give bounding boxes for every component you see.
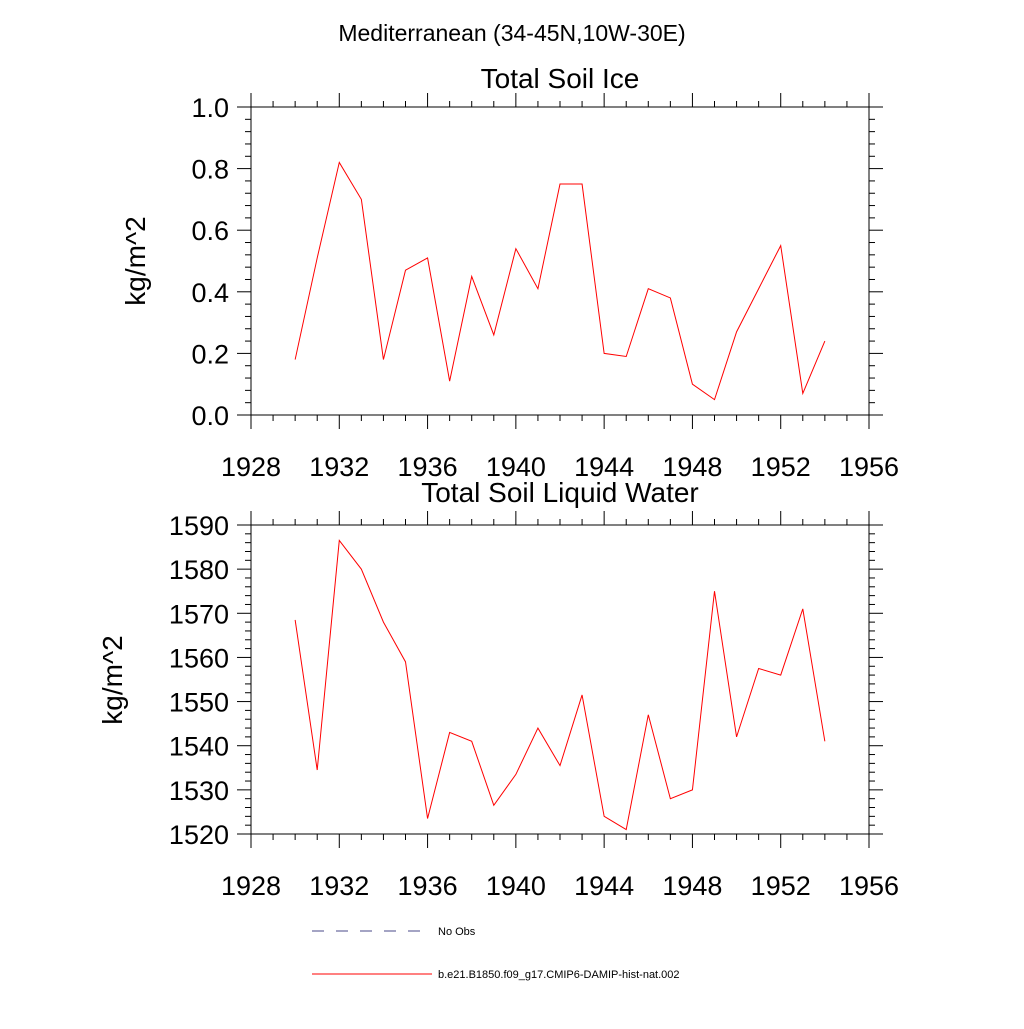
- data-point-1946: [647, 714, 649, 716]
- data-point-1945: [625, 828, 627, 830]
- y-tick-label-1570: 1570: [169, 599, 229, 629]
- data-point-1953: [802, 392, 804, 394]
- x-tick-label-1940: 1940: [486, 871, 546, 901]
- data-point-1930: [294, 619, 296, 621]
- data-point-1944: [603, 815, 605, 817]
- x-tick-label-1932: 1932: [309, 871, 369, 901]
- data-point-1933: [360, 568, 362, 570]
- data-point-1944: [603, 352, 605, 354]
- data-point-1941: [537, 727, 539, 729]
- data-point-1938: [471, 275, 473, 277]
- series-line-0: [294, 539, 826, 831]
- data-point-1937: [448, 380, 450, 382]
- data-point-1941: [537, 288, 539, 290]
- data-point-1935: [404, 661, 406, 663]
- y-tick-label-1540: 1540: [169, 732, 229, 762]
- x-tick-label-1944: 1944: [574, 871, 634, 901]
- data-point-1953: [802, 608, 804, 610]
- data-point-1954: [824, 740, 826, 742]
- data-point-1942: [559, 764, 561, 766]
- data-point-1938: [471, 740, 473, 742]
- x-tick-label-1956: 1956: [839, 871, 899, 901]
- data-point-1940: [515, 773, 517, 775]
- y-tick-label-0-0: 0.0: [191, 401, 229, 431]
- data-point-1935: [404, 269, 406, 271]
- y-tick-label-0-2: 0.2: [191, 339, 229, 369]
- y-tick-label-1530: 1530: [169, 776, 229, 806]
- data-point-1949: [713, 590, 715, 592]
- legend: No Obs b.e21.B1850.f09_g17.CMIP6-DAMIP-h…: [312, 926, 680, 981]
- y-tick-label-1580: 1580: [169, 555, 229, 585]
- y-tick-label-1590: 1590: [169, 511, 229, 541]
- y-tick-label-0-4: 0.4: [191, 278, 229, 308]
- data-point-1950: [735, 736, 737, 738]
- data-point-1947: [669, 797, 671, 799]
- data-point-1937: [448, 731, 450, 733]
- data-point-1939: [493, 334, 495, 336]
- x-tick-label-1948: 1948: [662, 452, 722, 482]
- x-tick-label-1928: 1928: [221, 452, 281, 482]
- data-point-1951: [757, 667, 759, 669]
- legend-label-no-obs: No Obs: [438, 926, 476, 938]
- x-tick-label-1928: 1928: [221, 871, 281, 901]
- data-point-1946: [647, 288, 649, 290]
- data-point-1945: [625, 355, 627, 357]
- data-point-1948: [691, 789, 693, 791]
- panel-title: Total Soil Ice: [481, 63, 640, 94]
- x-tick-label-1936: 1936: [398, 871, 458, 901]
- x-tick-label-1948: 1948: [662, 871, 722, 901]
- data-point-1952: [780, 244, 782, 246]
- data-point-1934: [382, 358, 384, 360]
- data-point-1932: [338, 539, 340, 541]
- panel-total-soil-ice: Total Soil Ice kg/m^2 1928 1932 1936 1940 1944…: [120, 63, 899, 482]
- data-point-1947: [669, 297, 671, 299]
- y-axis-label: kg/m^2: [120, 216, 151, 305]
- series-line-0: [294, 161, 826, 401]
- data-point-1951: [757, 288, 759, 290]
- data-point-1932: [338, 161, 340, 163]
- data-point-1949: [713, 398, 715, 400]
- data-point-1942: [559, 183, 561, 185]
- panel-title: Total Soil Liquid Water: [421, 477, 699, 508]
- x-tick-label-1956: 1956: [839, 452, 899, 482]
- data-point-1931: [316, 257, 318, 259]
- data-point-1950: [735, 331, 737, 333]
- y-axis-label: kg/m^2: [97, 635, 128, 724]
- data-point-1943: [581, 183, 583, 185]
- y-tick-label-1550: 1550: [169, 688, 229, 718]
- data-point-1936: [426, 817, 428, 819]
- data-point-1948: [691, 383, 693, 385]
- data-point-1930: [294, 358, 296, 360]
- data-point-1952: [780, 674, 782, 676]
- data-point-1940: [515, 247, 517, 249]
- y-tick-label-1560: 1560: [169, 643, 229, 673]
- x-tick-label-1936: 1936: [398, 452, 458, 482]
- x-tick-label-1940: 1940: [486, 452, 546, 482]
- data-point-1936: [426, 257, 428, 259]
- legend-label-model: b.e21.B1850.f09_g17.CMIP6-DAMIP-hist-nat…: [438, 969, 680, 981]
- data-point-1943: [581, 694, 583, 696]
- plot-frame: [250, 524, 870, 835]
- figure-suptitle: Mediterranean (34-45N,10W-30E): [338, 20, 685, 46]
- data-point-1954: [824, 340, 826, 342]
- x-tick-label-1932: 1932: [309, 452, 369, 482]
- x-tick-label-1944: 1944: [574, 452, 634, 482]
- panel-total-soil-liquid-water: Total Soil Liquid Water kg/m^2 1928 1932 193…: [97, 477, 899, 901]
- x-tick-label-1952: 1952: [751, 452, 811, 482]
- data-point-1933: [360, 198, 362, 200]
- y-tick-label-0-6: 0.6: [191, 216, 229, 246]
- x-tick-label-1952: 1952: [751, 871, 811, 901]
- data-point-1934: [382, 621, 384, 623]
- data-point-1939: [493, 804, 495, 806]
- plot-frame: [250, 106, 870, 416]
- y-tick-label-1-0: 1.0: [191, 93, 229, 123]
- y-tick-label-1520: 1520: [169, 820, 229, 850]
- data-point-1931: [316, 769, 318, 771]
- y-tick-label-0-8: 0.8: [191, 155, 229, 185]
